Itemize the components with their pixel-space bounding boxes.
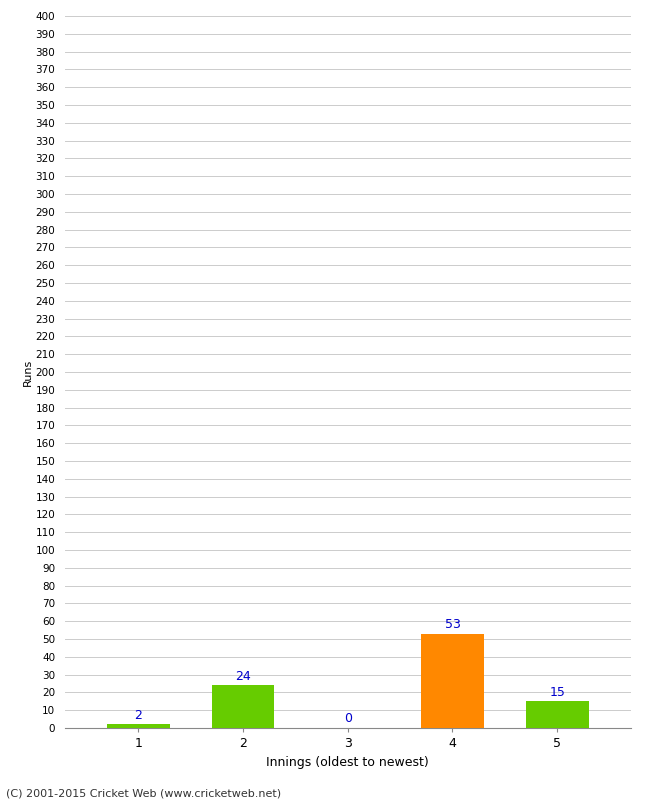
Bar xyxy=(107,725,170,728)
Y-axis label: Runs: Runs xyxy=(23,358,32,386)
Bar xyxy=(526,702,589,728)
Text: 2: 2 xyxy=(135,709,142,722)
Text: 0: 0 xyxy=(344,712,352,726)
Text: 15: 15 xyxy=(549,686,565,698)
Text: (C) 2001-2015 Cricket Web (www.cricketweb.net): (C) 2001-2015 Cricket Web (www.cricketwe… xyxy=(6,789,281,798)
X-axis label: Innings (oldest to newest): Innings (oldest to newest) xyxy=(266,755,429,769)
Text: 53: 53 xyxy=(445,618,460,631)
Text: 24: 24 xyxy=(235,670,251,682)
Bar xyxy=(421,634,484,728)
Bar xyxy=(212,686,274,728)
